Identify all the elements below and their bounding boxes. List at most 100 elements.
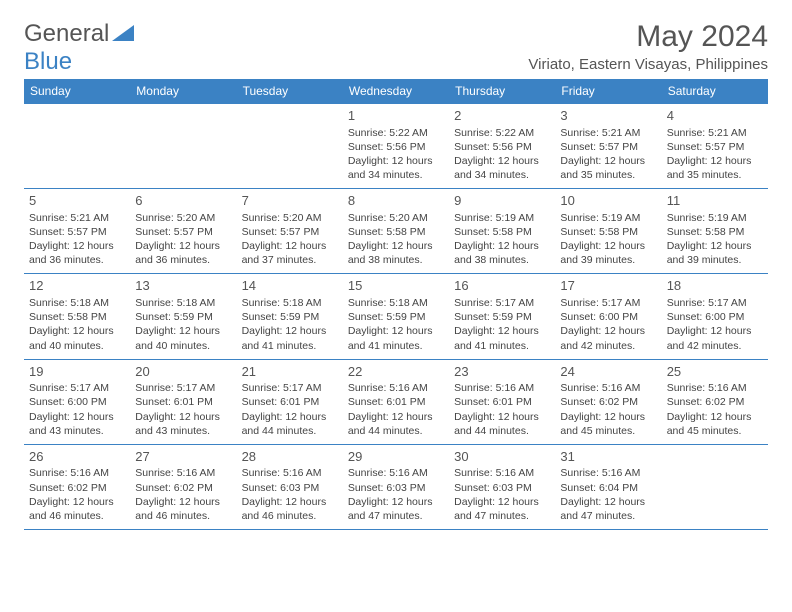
weeks-container: 1Sunrise: 5:22 AMSunset: 5:56 PMDaylight… xyxy=(24,103,768,530)
day-cell: 11Sunrise: 5:19 AMSunset: 5:58 PMDayligh… xyxy=(662,189,768,273)
day-number: 18 xyxy=(667,277,763,295)
sunrise-text: Sunrise: 5:17 AM xyxy=(454,296,550,310)
daylight-text: Daylight: 12 hours and 47 minutes. xyxy=(560,495,656,523)
sunrise-text: Sunrise: 5:16 AM xyxy=(667,381,763,395)
day-number: 15 xyxy=(348,277,444,295)
daylight-text: Daylight: 12 hours and 38 minutes. xyxy=(454,239,550,267)
daylight-text: Daylight: 12 hours and 46 minutes. xyxy=(242,495,338,523)
sunrise-text: Sunrise: 5:17 AM xyxy=(242,381,338,395)
logo-line2: Blue xyxy=(24,48,72,76)
day-cell: 24Sunrise: 5:16 AMSunset: 6:02 PMDayligh… xyxy=(555,360,661,444)
daylight-text: Daylight: 12 hours and 42 minutes. xyxy=(560,324,656,352)
logo-text-blue: Blue xyxy=(24,48,72,75)
sunset-text: Sunset: 5:59 PM xyxy=(348,310,444,324)
day-number: 10 xyxy=(560,192,656,210)
sunrise-text: Sunrise: 5:20 AM xyxy=(135,211,231,225)
sunset-text: Sunset: 5:57 PM xyxy=(560,140,656,154)
day-cell: 20Sunrise: 5:17 AMSunset: 6:01 PMDayligh… xyxy=(130,360,236,444)
day-number: 13 xyxy=(135,277,231,295)
sunrise-text: Sunrise: 5:20 AM xyxy=(242,211,338,225)
sunrise-text: Sunrise: 5:21 AM xyxy=(29,211,125,225)
sunset-text: Sunset: 6:01 PM xyxy=(242,395,338,409)
sunset-text: Sunset: 6:00 PM xyxy=(667,310,763,324)
sunrise-text: Sunrise: 5:22 AM xyxy=(454,126,550,140)
sunrise-text: Sunrise: 5:16 AM xyxy=(29,466,125,480)
daylight-text: Daylight: 12 hours and 45 minutes. xyxy=(560,410,656,438)
sunrise-text: Sunrise: 5:17 AM xyxy=(135,381,231,395)
sunrise-text: Sunrise: 5:19 AM xyxy=(667,211,763,225)
day-cell: 18Sunrise: 5:17 AMSunset: 6:00 PMDayligh… xyxy=(662,274,768,358)
title-block: May 2024 Viriato, Eastern Visayas, Phili… xyxy=(528,20,768,73)
day-cell: 19Sunrise: 5:17 AMSunset: 6:00 PMDayligh… xyxy=(24,360,130,444)
sunset-text: Sunset: 6:02 PM xyxy=(560,395,656,409)
daylight-text: Daylight: 12 hours and 37 minutes. xyxy=(242,239,338,267)
daylight-text: Daylight: 12 hours and 36 minutes. xyxy=(29,239,125,267)
day-cell: 22Sunrise: 5:16 AMSunset: 6:01 PMDayligh… xyxy=(343,360,449,444)
sunset-text: Sunset: 6:04 PM xyxy=(560,481,656,495)
day-number: 30 xyxy=(454,448,550,466)
day-number: 21 xyxy=(242,363,338,381)
day-cell: 3Sunrise: 5:21 AMSunset: 5:57 PMDaylight… xyxy=(555,104,661,188)
sunset-text: Sunset: 5:57 PM xyxy=(29,225,125,239)
sunrise-text: Sunrise: 5:18 AM xyxy=(135,296,231,310)
sunrise-text: Sunrise: 5:18 AM xyxy=(348,296,444,310)
daylight-text: Daylight: 12 hours and 38 minutes. xyxy=(348,239,444,267)
logo-triangle-icon xyxy=(112,20,134,48)
sunset-text: Sunset: 5:57 PM xyxy=(135,225,231,239)
day-number: 22 xyxy=(348,363,444,381)
daylight-text: Daylight: 12 hours and 41 minutes. xyxy=(454,324,550,352)
daylight-text: Daylight: 12 hours and 44 minutes. xyxy=(348,410,444,438)
day-cell: 6Sunrise: 5:20 AMSunset: 5:57 PMDaylight… xyxy=(130,189,236,273)
daylight-text: Daylight: 12 hours and 34 minutes. xyxy=(454,154,550,182)
day-number: 9 xyxy=(454,192,550,210)
daylight-text: Daylight: 12 hours and 36 minutes. xyxy=(135,239,231,267)
sunset-text: Sunset: 6:00 PM xyxy=(29,395,125,409)
day-cell xyxy=(237,104,343,188)
daylight-text: Daylight: 12 hours and 40 minutes. xyxy=(135,324,231,352)
day-number: 25 xyxy=(667,363,763,381)
sunset-text: Sunset: 5:59 PM xyxy=(135,310,231,324)
sunrise-text: Sunrise: 5:17 AM xyxy=(667,296,763,310)
day-number: 12 xyxy=(29,277,125,295)
day-cell: 14Sunrise: 5:18 AMSunset: 5:59 PMDayligh… xyxy=(237,274,343,358)
day-number: 4 xyxy=(667,107,763,125)
day-cell: 5Sunrise: 5:21 AMSunset: 5:57 PMDaylight… xyxy=(24,189,130,273)
day-cell: 15Sunrise: 5:18 AMSunset: 5:59 PMDayligh… xyxy=(343,274,449,358)
sunset-text: Sunset: 6:03 PM xyxy=(242,481,338,495)
day-cell: 7Sunrise: 5:20 AMSunset: 5:57 PMDaylight… xyxy=(237,189,343,273)
daylight-text: Daylight: 12 hours and 41 minutes. xyxy=(242,324,338,352)
day-number: 31 xyxy=(560,448,656,466)
day-cell: 9Sunrise: 5:19 AMSunset: 5:58 PMDaylight… xyxy=(449,189,555,273)
sunset-text: Sunset: 6:03 PM xyxy=(348,481,444,495)
daylight-text: Daylight: 12 hours and 39 minutes. xyxy=(667,239,763,267)
day-header-cell: Thursday xyxy=(449,79,555,103)
day-cell: 26Sunrise: 5:16 AMSunset: 6:02 PMDayligh… xyxy=(24,445,130,529)
sunset-text: Sunset: 5:59 PM xyxy=(454,310,550,324)
day-number: 14 xyxy=(242,277,338,295)
sunrise-text: Sunrise: 5:16 AM xyxy=(242,466,338,480)
day-cell: 23Sunrise: 5:16 AMSunset: 6:01 PMDayligh… xyxy=(449,360,555,444)
day-cell: 21Sunrise: 5:17 AMSunset: 6:01 PMDayligh… xyxy=(237,360,343,444)
daylight-text: Daylight: 12 hours and 47 minutes. xyxy=(454,495,550,523)
day-number: 3 xyxy=(560,107,656,125)
day-cell: 16Sunrise: 5:17 AMSunset: 5:59 PMDayligh… xyxy=(449,274,555,358)
sunset-text: Sunset: 5:57 PM xyxy=(667,140,763,154)
day-number: 6 xyxy=(135,192,231,210)
week-row: 26Sunrise: 5:16 AMSunset: 6:02 PMDayligh… xyxy=(24,444,768,530)
day-number: 27 xyxy=(135,448,231,466)
day-cell: 25Sunrise: 5:16 AMSunset: 6:02 PMDayligh… xyxy=(662,360,768,444)
sunset-text: Sunset: 6:02 PM xyxy=(667,395,763,409)
daylight-text: Daylight: 12 hours and 34 minutes. xyxy=(348,154,444,182)
day-number: 23 xyxy=(454,363,550,381)
day-number: 20 xyxy=(135,363,231,381)
day-number: 11 xyxy=(667,192,763,210)
sunset-text: Sunset: 5:57 PM xyxy=(242,225,338,239)
day-cell: 12Sunrise: 5:18 AMSunset: 5:58 PMDayligh… xyxy=(24,274,130,358)
week-row: 5Sunrise: 5:21 AMSunset: 5:57 PMDaylight… xyxy=(24,188,768,273)
sunset-text: Sunset: 5:56 PM xyxy=(454,140,550,154)
day-number: 24 xyxy=(560,363,656,381)
day-number: 26 xyxy=(29,448,125,466)
sunset-text: Sunset: 6:03 PM xyxy=(454,481,550,495)
day-header-cell: Saturday xyxy=(662,79,768,103)
sunset-text: Sunset: 5:56 PM xyxy=(348,140,444,154)
